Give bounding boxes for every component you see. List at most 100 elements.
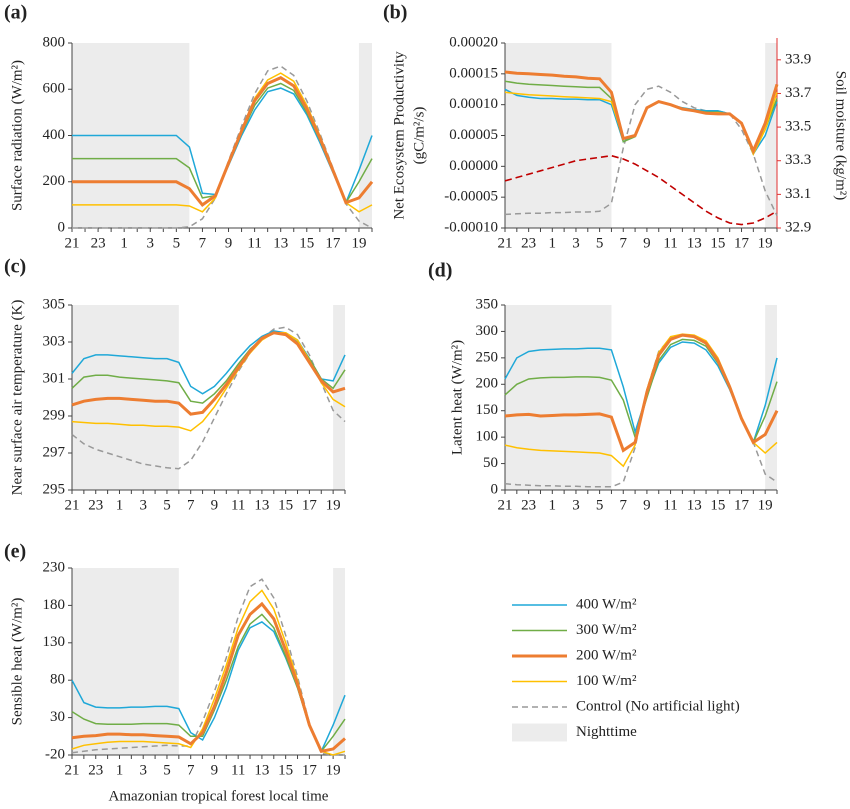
- x-tick-label: 1: [116, 762, 124, 778]
- x-tick-label: 5: [163, 497, 171, 513]
- series-line: [71, 326, 346, 470]
- y-tick-label: 0.00005: [449, 127, 498, 143]
- x-tick-label: 7: [620, 235, 628, 251]
- series-line: [71, 331, 346, 416]
- x-tick-label: 1: [116, 497, 124, 513]
- x-tick-label: 11: [247, 235, 261, 251]
- y2-tick-label: 32.9: [785, 219, 811, 235]
- y-tick-label: 200: [43, 173, 66, 189]
- y-tick-label: 600: [43, 81, 66, 97]
- x-tick-label: 19: [758, 235, 773, 251]
- x-tick-label: 3: [147, 235, 155, 251]
- y-tick-label: 299: [43, 407, 66, 423]
- legend-label: 400 W/m²: [576, 596, 637, 612]
- night-shade: [333, 305, 345, 490]
- y-tick-label: 130: [43, 634, 66, 650]
- night-shade: [505, 43, 612, 228]
- x-tick-label: 15: [710, 235, 725, 251]
- y-axis-label: Near surface air temperature (K): [9, 300, 25, 496]
- x-tick-label: 19: [351, 235, 366, 251]
- x-tick-label: 7: [620, 497, 628, 513]
- panel-label: (c): [4, 256, 26, 278]
- x-tick-label: 15: [299, 235, 314, 251]
- y-tick-label: -0.00005: [444, 189, 498, 205]
- series-line: [71, 578, 345, 756]
- x-tick-label: 23: [521, 497, 536, 513]
- x-tick-label: 9: [211, 497, 219, 513]
- x-tick-label: 1: [120, 235, 128, 251]
- panel-label: (a): [4, 2, 27, 24]
- x-tick-label: 3: [139, 762, 147, 778]
- x-tick-label: 23: [88, 762, 103, 778]
- x-tick-label: 21: [65, 762, 80, 778]
- night-shade: [505, 305, 612, 490]
- y-tick-label: 295: [43, 481, 66, 497]
- x-tick-label: 13: [254, 762, 269, 778]
- x-tick-label: 11: [231, 497, 245, 513]
- y2-tick-label: 33.9: [785, 51, 811, 67]
- y-tick-label: -0.00010: [444, 219, 498, 235]
- y-tick-label: 0.00020: [449, 34, 498, 50]
- y-tick-label: 0.00000: [449, 158, 498, 174]
- x-tick-label: 5: [596, 235, 604, 251]
- x-tick-label: 17: [302, 762, 318, 778]
- y-tick-label: 297: [43, 444, 66, 460]
- x-tick-label: 21: [498, 497, 513, 513]
- y-axis-label: Sensible heat (W/m²): [9, 598, 25, 726]
- y-tick-label: 150: [476, 402, 499, 418]
- series-line: [72, 65, 373, 229]
- x-tick-label: 17: [734, 235, 750, 251]
- y-tick-label: 50: [483, 455, 498, 471]
- legend-label: 200 W/m²: [576, 647, 637, 663]
- x-tick-label: 23: [88, 497, 103, 513]
- y-tick-label: 303: [43, 333, 66, 349]
- y-tick-label: 0: [58, 219, 66, 235]
- y-axis-label: Net Ecosystem Productivity: [391, 51, 407, 220]
- y2-tick-label: 33.7: [785, 85, 812, 101]
- x-tick-label: 17: [325, 235, 341, 251]
- x-tick-label: 5: [163, 762, 171, 778]
- y2-tick-label: 33.1: [785, 186, 811, 202]
- y-tick-label: 180: [43, 597, 66, 613]
- x-tick-label: 19: [758, 497, 773, 513]
- x-axis-label: Amazonian tropical forest local time: [109, 788, 329, 804]
- x-tick-label: 11: [663, 497, 677, 513]
- night-shade: [358, 43, 372, 228]
- x-tick-label: 21: [498, 235, 513, 251]
- y-tick-label: 301: [43, 370, 66, 386]
- y-tick-label: 80: [50, 672, 65, 688]
- series-line: [504, 154, 778, 226]
- x-tick-label: 3: [139, 497, 147, 513]
- x-tick-label: 1: [549, 235, 557, 251]
- x-tick-label: 17: [734, 497, 750, 513]
- y-tick-label: 200: [476, 376, 499, 392]
- y-tick-label: 300: [476, 323, 499, 339]
- x-tick-label: 11: [663, 235, 677, 251]
- series-line: [504, 333, 779, 453]
- x-tick-label: 21: [65, 235, 80, 251]
- x-tick-label: 5: [596, 497, 604, 513]
- x-tick-label: 3: [572, 497, 580, 513]
- x-tick-label: 13: [687, 497, 702, 513]
- legend-label: Nighttime: [576, 724, 637, 740]
- x-tick-label: 19: [326, 762, 341, 778]
- y-tick-label: 230: [43, 559, 66, 575]
- y2-axis-label: Soil moisture (kg/m²): [833, 71, 849, 201]
- panel-label: (b): [383, 2, 407, 24]
- y-axis-label: Latent heat (W/m²): [449, 340, 465, 455]
- y-tick-label: 400: [43, 127, 66, 143]
- panel-label: (d): [428, 260, 452, 282]
- series-line: [72, 76, 374, 207]
- y-tick-label: 0.00010: [449, 96, 498, 112]
- x-tick-label: 7: [199, 235, 207, 251]
- y-tick-label: 305: [43, 296, 66, 312]
- x-tick-label: 7: [187, 762, 195, 778]
- x-tick-label: 5: [173, 235, 181, 251]
- legend-label: 300 W/m²: [576, 622, 637, 638]
- y-axis-label: (gC/m²/s): [411, 107, 427, 165]
- x-tick-label: 23: [521, 235, 536, 251]
- y-tick-label: 800: [43, 34, 66, 50]
- y-tick-label: 0.00015: [449, 65, 498, 81]
- y-tick-label: 350: [476, 296, 499, 312]
